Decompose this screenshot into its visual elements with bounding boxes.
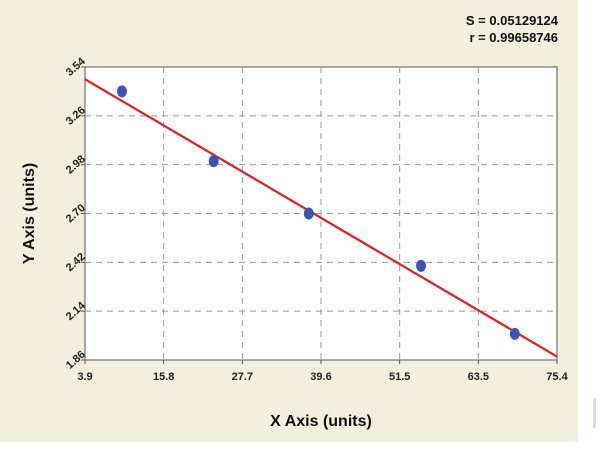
x-tick-label: 39.6 [310, 371, 331, 383]
x-tick-label: 15.8 [153, 371, 174, 383]
x-tick-label: 75.4 [546, 371, 568, 383]
y-tick-label: 2.70 [64, 202, 88, 225]
data-point [303, 207, 314, 220]
s-statistic: S = 0.05129124 [465, 13, 558, 28]
x-tick-label: 51.5 [389, 371, 410, 383]
statistics-box: S = 0.05129124 r = 0.99658746 [466, 12, 558, 46]
y-tick-label: 1.86 [64, 349, 88, 372]
fit-line [84, 78, 558, 358]
y-axis-title: Y Axis (units) [21, 163, 38, 264]
x-tick-label: 63.5 [468, 371, 489, 383]
data-point [509, 327, 520, 340]
x-tick-label: 27.7 [232, 371, 253, 383]
y-tick-label: 2.42 [64, 251, 88, 274]
y-tick-label: 3.26 [64, 104, 88, 127]
x-axis-title: X Axis (units) [270, 413, 372, 430]
grid-lines [81, 66, 558, 364]
scatter-chart: 3.9 15.8 27.7 39.6 51.5 63.5 75.41.862.142.422… [21, 55, 569, 430]
x-tick-label: 3.9 [77, 371, 92, 383]
data-point [416, 259, 427, 272]
data-points [116, 85, 520, 340]
r-statistic: r = 0.99658746 [469, 30, 558, 45]
y-tick-label: 2.98 [64, 153, 88, 176]
data-point [116, 85, 127, 98]
data-point [208, 155, 219, 168]
edge-fragment [593, 398, 596, 428]
